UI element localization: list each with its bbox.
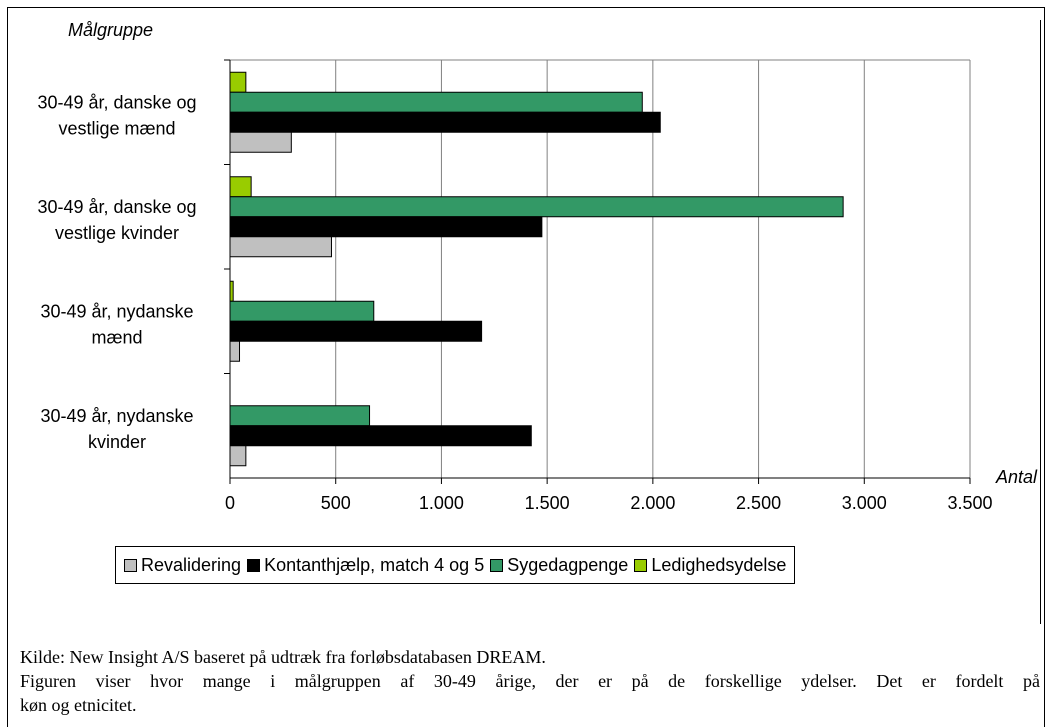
bar-sygedagpenge-2: [229, 300, 375, 322]
category-label-line: mænd: [91, 327, 142, 347]
right-rule: [1040, 20, 1041, 624]
bar-revalidering-0: [229, 131, 292, 153]
category-label: 30-49 år, nydanske kvinder: [40, 406, 193, 452]
x-tick-label: 3.000: [842, 493, 887, 513]
bar-revalidering-2: [229, 340, 241, 362]
caption-source: Kilde: New Insight A/S baseret på udtræk…: [20, 647, 546, 667]
category-label-line: 30-49 år, nydanske: [40, 406, 193, 426]
legend-swatch: [124, 558, 137, 572]
x-axis-title: Antal: [995, 467, 1038, 487]
x-tick-label: 1.500: [525, 493, 570, 513]
bar-ledighedsydelse-1: [229, 176, 252, 198]
legend-item: Kontanthjælp, match 4 og 5: [247, 555, 484, 576]
category-label-line: 30-49 år, nydanske: [40, 301, 193, 321]
x-tick-label: 2.500: [736, 493, 781, 513]
bar-sygedagpenge-0: [229, 91, 643, 113]
legend-label: Ledighedsydelse: [651, 554, 787, 575]
x-tick-label: 2.000: [630, 493, 675, 513]
legend-item: Sygedagpenge: [490, 555, 628, 576]
x-tick-label: 1.000: [419, 493, 464, 513]
legend-item: Revalidering: [124, 555, 241, 576]
legend-item: Ledighedsydelse: [634, 555, 786, 576]
legend-label: Revalidering: [141, 554, 242, 575]
category-label-line: vestlige kvinder: [55, 223, 179, 243]
legend-label: Sygedagpenge: [507, 554, 629, 575]
category-label: 30-49 år, danske og vestlige mænd: [37, 92, 196, 138]
bar-revalidering-3: [229, 445, 247, 467]
category-label: 30-49 år, nydanske mænd: [40, 301, 193, 347]
figure-frame: [7, 7, 1045, 727]
bar-ledighedsydelse-0: [229, 71, 247, 93]
bar-kontanthjælp-match-4-og-5-2: [229, 320, 483, 342]
bar-revalidering-1: [229, 236, 332, 258]
x-tick-label: 0: [225, 493, 235, 513]
legend-swatch: [247, 558, 261, 572]
bar-kontanthjælp-match-4-og-5-0: [229, 111, 661, 133]
caption-line2: køn og etnicitet.: [20, 695, 137, 715]
legend-swatch: [634, 558, 648, 572]
bar-kontanthjælp-match-4-og-5-3: [229, 425, 532, 447]
category-label: 30-49 år, danske og vestlige kvinder: [37, 197, 196, 243]
legend-swatch: [490, 558, 504, 572]
y-axis-title: Målgruppe: [68, 20, 153, 40]
chart-legend: Revalidering Kontanthjælp, match 4 og 5 Sy…: [115, 546, 796, 584]
category-label-line: kvinder: [88, 432, 146, 452]
x-tick-label: 500: [321, 493, 351, 513]
bar-kontanthjælp-match-4-og-5-1: [229, 216, 543, 238]
x-tick-label: 3.500: [947, 493, 992, 513]
category-label-line: vestlige mænd: [58, 118, 175, 138]
caption-line1: Figuren viser hvor mange i målgruppen af…: [20, 671, 1040, 691]
category-label-line: 30-49 år, danske og: [37, 92, 196, 112]
category-label-line: 30-49 år, danske og: [37, 197, 196, 217]
figure-caption: Kilde: New Insight A/S baseret på udtræk…: [20, 645, 1040, 717]
bar-sygedagpenge-3: [229, 405, 371, 427]
legend-label: Kontanthjælp, match 4 og 5: [264, 554, 485, 575]
bar-sygedagpenge-1: [229, 196, 844, 218]
